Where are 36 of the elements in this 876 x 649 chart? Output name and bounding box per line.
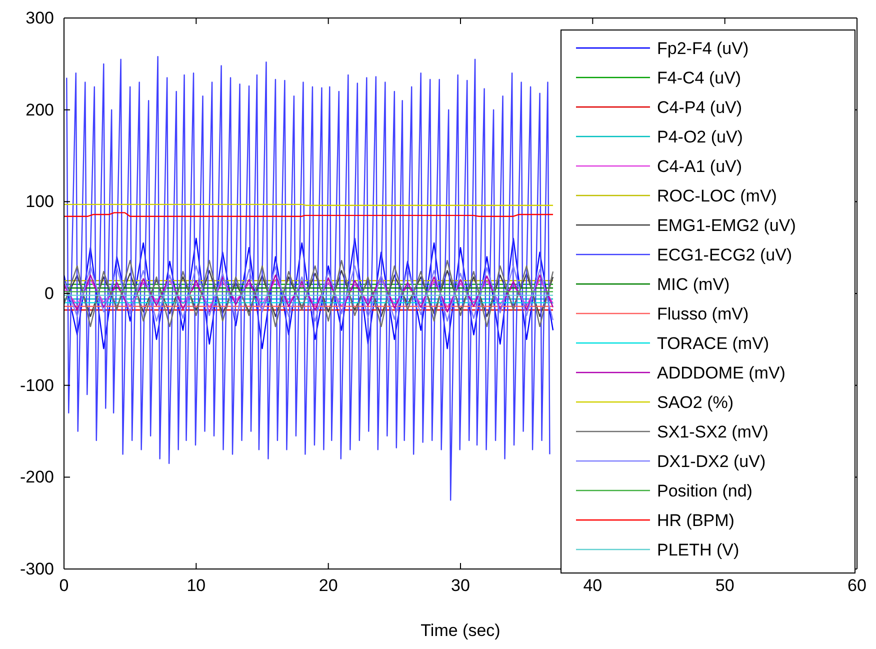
legend-label: HR (BPM)	[657, 511, 734, 530]
x-tick-label: 0	[59, 576, 69, 596]
legend-label: Flusso (mV)	[657, 304, 749, 324]
y-tick-label: -300	[20, 559, 54, 578]
x-tick-label: 50	[715, 576, 734, 596]
x-axis-title: Time (sec)	[420, 621, 500, 640]
legend-label: F4-C4 (uV)	[657, 68, 742, 88]
legend-label: P4-O2 (uV)	[657, 128, 743, 146]
legend-label: ECG1-ECG2 (uV)	[657, 246, 792, 264]
legend-label: TORACE (mV)	[657, 334, 770, 353]
legend-label: C4-A1 (uV)	[657, 157, 742, 176]
x-tick-label: 60	[848, 576, 866, 596]
y-tick-label: 200	[26, 100, 54, 120]
legend-label: Fp2-F4 (uV)	[657, 39, 749, 58]
y-tick-label: -200	[20, 468, 54, 487]
legend-label: SAO2 (%)	[657, 393, 734, 412]
y-tick-label: 100	[26, 192, 54, 212]
y-tick-label: 0	[44, 284, 54, 303]
legend-label: Position (nd)	[657, 482, 752, 500]
x-tick-label: 40	[583, 576, 602, 596]
y-tick-label: -100	[20, 376, 54, 395]
x-tick-label: 30	[451, 576, 470, 596]
y-tick-label: 300	[26, 8, 54, 28]
x-tick-label: 10	[186, 576, 206, 596]
legend-label: ADDDOME (mV)	[657, 364, 786, 382]
x-tick-label: 20	[318, 576, 338, 596]
legend-label: SX1-SX2 (mV)	[657, 422, 768, 442]
legend-label: C4-P4 (uV)	[657, 98, 742, 117]
legend-label: DX1-DX2 (uV)	[657, 452, 766, 471]
line-series	[64, 260, 554, 328]
legend-label: EMG1-EMG2 (uV)	[657, 216, 796, 235]
line-series	[66, 56, 550, 501]
legend-label: MIC (mV)	[657, 275, 730, 294]
line-series	[64, 238, 554, 350]
legend-label: PLETH (V)	[657, 540, 740, 560]
legend-label: ROC-LOC (mV)	[657, 186, 777, 206]
